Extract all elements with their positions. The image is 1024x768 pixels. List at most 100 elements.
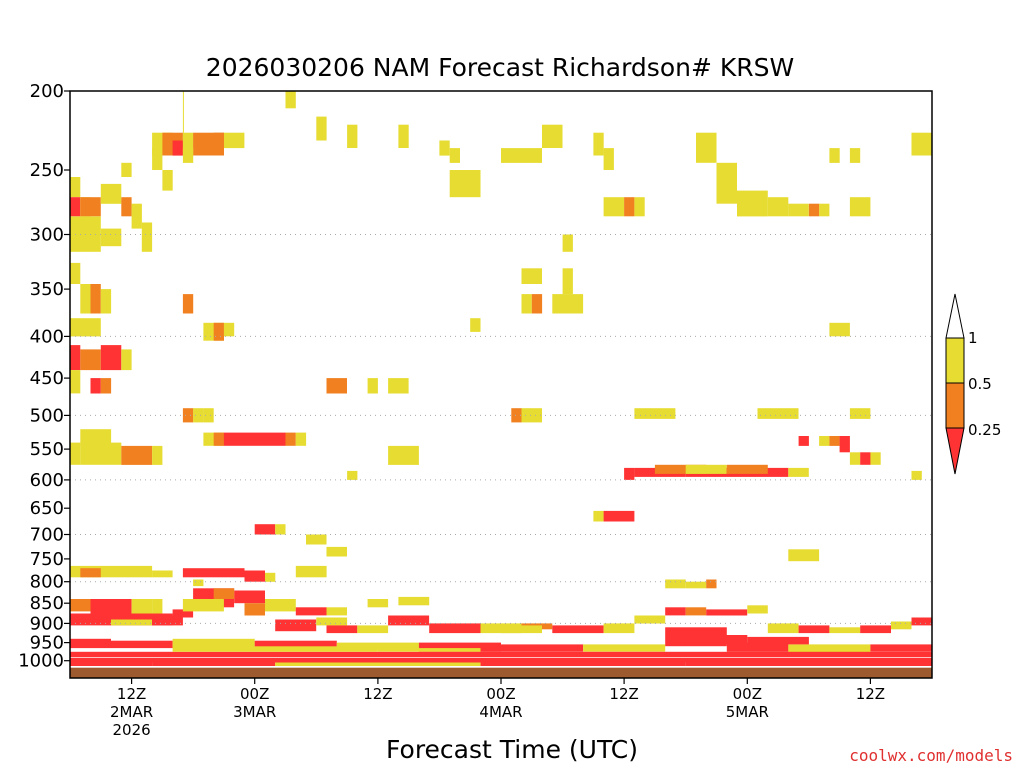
ri-cell: [747, 636, 809, 645]
ri-cell: [347, 470, 358, 480]
ri-cell: [860, 452, 871, 465]
ri-cell: [829, 627, 861, 634]
ri-cell: [706, 579, 717, 589]
ri-cell: [603, 197, 625, 217]
ri-cell: [819, 203, 830, 217]
y-tick-label: 1000: [18, 651, 64, 672]
x-tick-label: 12Z: [117, 685, 146, 703]
ri-cell: [501, 625, 542, 634]
ri-cell: [70, 318, 101, 337]
ri-cell: [552, 294, 584, 314]
ri-cell: [542, 124, 563, 148]
ri-cell: [829, 148, 840, 163]
ri-cell: [870, 452, 881, 465]
ri-cell: [80, 442, 122, 465]
ri-cell: [531, 294, 543, 314]
ri-cell: [377, 648, 481, 652]
credit-link[interactable]: coolwx.com/models: [849, 746, 1013, 765]
ri-cell: [747, 605, 768, 614]
ri-cell: [367, 378, 378, 394]
ri-cell: [265, 599, 296, 612]
ri-cell: [603, 148, 614, 170]
ri-cell: [562, 234, 573, 252]
legend-swatch-yellow: [945, 337, 965, 384]
y-tick-label: 650: [30, 498, 64, 519]
ri-cell: [141, 222, 153, 252]
ri-cell: [80, 349, 101, 371]
y-tick-label: 200: [30, 81, 64, 102]
ri-cell: [634, 615, 666, 624]
ri-cell: [501, 148, 542, 163]
ri-cell: [449, 170, 481, 198]
ri-cell: [70, 613, 173, 626]
y-tick-label: 500: [30, 405, 64, 426]
ri-cell: [121, 197, 132, 217]
x-tick-label: 00Z: [733, 685, 762, 703]
ri-cell: [172, 140, 183, 156]
ri-cell: [726, 464, 768, 474]
ri-cell: [90, 284, 101, 314]
ri-cell: [429, 623, 481, 634]
ri-cell: [788, 467, 809, 477]
ri-cell: [70, 197, 81, 217]
ri-cell: [849, 197, 871, 217]
ri-cell: [388, 378, 409, 394]
ri-cell: [603, 623, 635, 634]
ri-cell: [295, 432, 307, 446]
legend-swatch-orange: [945, 382, 965, 429]
ri-cell: [726, 642, 789, 652]
ri-cell: [182, 599, 224, 612]
ri-cell: [398, 596, 430, 606]
ri-cell: [501, 644, 584, 652]
ri-cell: [100, 345, 122, 371]
ri-cell: [480, 662, 686, 666]
ri-cell: [265, 572, 276, 582]
ri-cell: [213, 432, 224, 446]
ri-cell: [449, 148, 460, 163]
ri-cell: [70, 345, 81, 371]
ri-cell: [254, 524, 276, 535]
ri-cell: [70, 177, 81, 198]
ri-cell: [70, 599, 91, 612]
chart-title: 2026030206 NAM Forecast Richardson# KRSW: [206, 53, 794, 82]
ri-cell: [162, 170, 173, 191]
ri-cell: [70, 662, 153, 666]
ri-cell: [295, 565, 327, 578]
ri-cell: [388, 615, 430, 626]
ri-cell: [213, 322, 224, 341]
ri-cell: [552, 625, 604, 634]
ri-cell: [70, 370, 81, 394]
legend-label: 0.25: [968, 421, 1001, 439]
x-axis-label: Forecast Time (UTC): [386, 735, 638, 764]
ri-cell: [152, 445, 163, 465]
ri-cell: [583, 644, 666, 652]
ri-cell: [152, 615, 183, 626]
ri-cell: [654, 464, 707, 474]
ri-cell: [470, 318, 481, 332]
ri-cell: [860, 625, 891, 634]
ri-cell: [685, 635, 748, 645]
x-tick-label: 12Z: [856, 685, 885, 703]
ri-cell: [685, 607, 707, 616]
ri-cell: [193, 132, 224, 156]
ri-cell: [111, 619, 152, 626]
ri-cell: [398, 124, 409, 148]
ri-cell: [521, 294, 532, 314]
ri-cell: [121, 445, 153, 465]
ri-cell: [182, 148, 194, 163]
ri-cell: [70, 651, 932, 658]
y-tick-label: 400: [30, 326, 64, 347]
ri-cell: [70, 638, 111, 649]
ri-cell: [306, 534, 327, 545]
richardson-cells: [70, 91, 932, 666]
ri-cell: [152, 148, 163, 170]
ri-cell: [152, 599, 163, 614]
ri-cell: [706, 609, 748, 616]
ri-cell: [100, 183, 122, 204]
ri-cell: [70, 442, 81, 465]
ri-cell: [152, 662, 276, 666]
ri-cell: [911, 470, 922, 480]
ri-cell: [634, 197, 645, 217]
ri-cell: [624, 197, 635, 217]
